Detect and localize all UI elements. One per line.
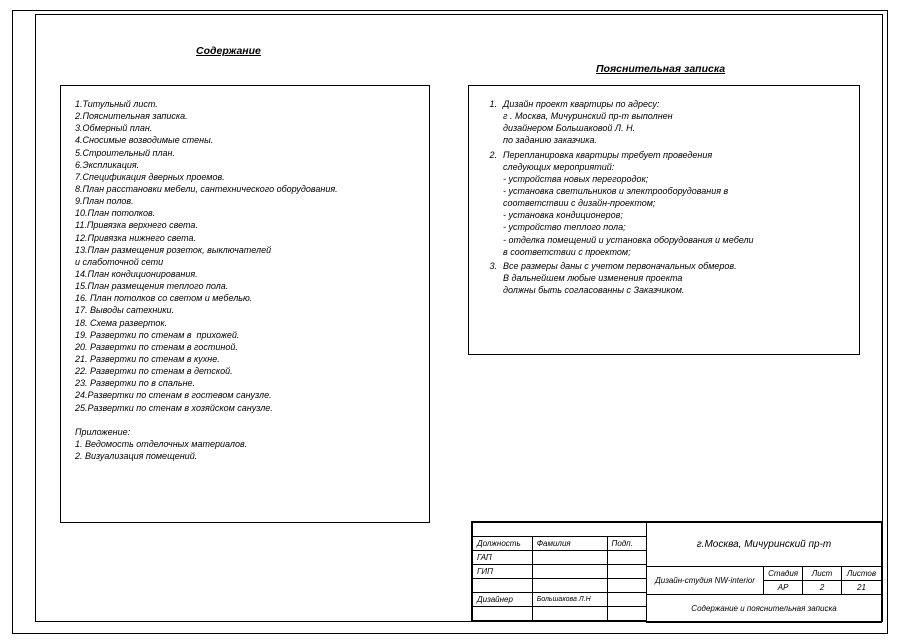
drawing-frame: Содержание Пояснительная записка 1.Титул… <box>35 14 883 622</box>
note-line: Перепланировка квартиры требует проведен… <box>503 149 845 161</box>
contents-item: и слаботочной сети <box>75 256 415 268</box>
note-item-number: 1. <box>483 98 503 147</box>
contents-item: 6.Экспликация. <box>75 159 415 171</box>
contents-item: 1.Титульный лист. <box>75 98 415 110</box>
role-cell: Дизайнер <box>473 593 533 607</box>
sign-cell <box>607 579 647 593</box>
contents-heading: Содержание <box>196 45 261 57</box>
sheet-label-ov: Лист <box>803 567 842 581</box>
note-line: В дальнейшем любые изменения проекта <box>503 272 845 284</box>
note-item-number: 2. <box>483 149 503 258</box>
contents-item: 2.Пояснительная записка. <box>75 110 415 122</box>
contents-item: 22. Развертки по стенам в детской. <box>75 365 415 377</box>
note-line: - установка кондиционеров; <box>503 209 845 221</box>
note-line: - отделка помещений и установка оборудов… <box>503 234 845 246</box>
contents-item: 8.План расстановки мебели, сантехническо… <box>75 183 415 195</box>
contents-item: 25.Развертки по стенам в хозяйском сануз… <box>75 402 415 414</box>
contents-item: 7.Спецификация дверных проемов. <box>75 171 415 183</box>
stage-label-ov: Стадия <box>764 567 803 581</box>
sheets-label-ov: Листов <box>841 567 881 581</box>
note-list: 1. Дизайн проект квартиры по адресу:г . … <box>483 98 845 296</box>
contents-item: 16. План потолков со светом и мебелью. <box>75 292 415 304</box>
contents-item: 15.План размещения теплого пола. <box>75 280 415 292</box>
contents-item: 12.Привязка нижнего света. <box>75 232 415 244</box>
note-line: Все размеры даны с учетом первоначальных… <box>503 260 845 272</box>
contents-item: 13.План размещения розеток, выключателей <box>75 244 415 256</box>
note-item: 2.Перепланировка квартиры требует провед… <box>483 149 845 258</box>
doc-title-ov: Содержание и пояснительная записка <box>647 595 882 623</box>
note-line: - устройство теплого пола; <box>503 221 845 233</box>
note-item-body: Перепланировка квартиры требует проведен… <box>503 149 845 258</box>
name-cell: Большакова Л.Н <box>532 593 607 607</box>
contents-item: 4.Сносимые возводимые стены. <box>75 134 415 146</box>
sign-cell <box>607 551 647 565</box>
contents-item: 17. Выводы сатехники. <box>75 304 415 316</box>
studio-name-ov: Дизайн-студия NW-interior <box>647 567 764 595</box>
contents-item: 3.Обмерный план. <box>75 122 415 134</box>
explanatory-note-panel: 1. Дизайн проект квартиры по адресу:г . … <box>468 85 860 355</box>
contents-item: 20. Развертки по стенам в гостиной. <box>75 341 415 353</box>
contents-item: 21. Развертки по стенам в кухне. <box>75 353 415 365</box>
attachment-item: 2. Визуализация помещений. <box>75 450 415 462</box>
sign-cell <box>607 607 647 621</box>
contents-item: 11.Привязка верхнего света. <box>75 219 415 231</box>
note-line: соответствии с дизайн-проектом; <box>503 197 845 209</box>
col-role-header: Должность <box>473 537 533 551</box>
note-item-number: 3. <box>483 260 503 296</box>
contents-list: 1.Титульный лист.2.Пояснительная записка… <box>75 98 415 414</box>
contents-item: 18. Схема разверток. <box>75 317 415 329</box>
col-sign-header: Подп. <box>607 537 647 551</box>
title-block: Должность Фамилия Подп. ГАП ГИП <box>471 521 883 622</box>
sign-cell <box>607 565 647 579</box>
note-heading: Пояснительная записка <box>596 63 725 75</box>
sheet-value-ov: 2 <box>803 581 842 595</box>
attachment-list: 1. Ведомость отделочных материалов.2. Ви… <box>75 438 415 462</box>
col-name-header: Фамилия <box>532 537 607 551</box>
note-line: Дизайн проект квартиры по адресу: <box>503 98 845 110</box>
note-item: 1. Дизайн проект квартиры по адресу:г . … <box>483 98 845 147</box>
contents-item: 10.План потолков. <box>75 207 415 219</box>
contents-item: 19. Развертки по стенам в прихожей. <box>75 329 415 341</box>
note-item-body: Все размеры даны с учетом первоначальных… <box>503 260 845 296</box>
note-line: - устройства новых перегородок; <box>503 173 845 185</box>
project-address-ov: г.Москва, Мичуринский пр-т <box>647 523 882 567</box>
note-line: - установка светильников и электрооборуд… <box>503 185 845 197</box>
note-line: следующих мероприятий: <box>503 161 845 173</box>
contents-item: 24.Развертки по стенам в гостевом санузл… <box>75 389 415 401</box>
stage-value-ov: АР <box>764 581 803 595</box>
name-cell <box>532 551 607 565</box>
contents-panel: 1.Титульный лист.2.Пояснительная записка… <box>60 85 430 523</box>
role-cell: ГАП <box>473 551 533 565</box>
note-line: г . Москва, Мичуринский пр-т выполнен <box>503 110 845 122</box>
note-line: в соответствии с проектом; <box>503 246 845 258</box>
name-cell <box>532 565 607 579</box>
attachment-item: 1. Ведомость отделочных материалов. <box>75 438 415 450</box>
sheets-value-ov: 21 <box>841 581 881 595</box>
contents-item: 9.План полов. <box>75 195 415 207</box>
note-line: дизайнером Большаковой Л. Н. <box>503 122 845 134</box>
note-item-body: Дизайн проект квартиры по адресу:г . Мос… <box>503 98 845 147</box>
contents-item: 14.План кондиционирования. <box>75 268 415 280</box>
note-line: должны быть согласованны с Заказчиком. <box>503 284 845 296</box>
note-line: по заданию заказчика. <box>503 134 845 146</box>
name-cell <box>532 607 607 621</box>
name-cell <box>532 579 607 593</box>
empty-cell <box>473 523 647 537</box>
contents-item: 23. Развертки по в спальне. <box>75 377 415 389</box>
note-item: 3.Все размеры даны с учетом первоначальн… <box>483 260 845 296</box>
role-cell <box>473 607 533 621</box>
contents-item: 5.Строительный план. <box>75 147 415 159</box>
signatures-table: Должность Фамилия Подп. ГАП ГИП <box>472 522 647 621</box>
attachment-label: Приложение: <box>75 426 415 438</box>
role-cell: ГИП <box>473 565 533 579</box>
role-cell <box>473 579 533 593</box>
sign-cell <box>607 593 647 607</box>
